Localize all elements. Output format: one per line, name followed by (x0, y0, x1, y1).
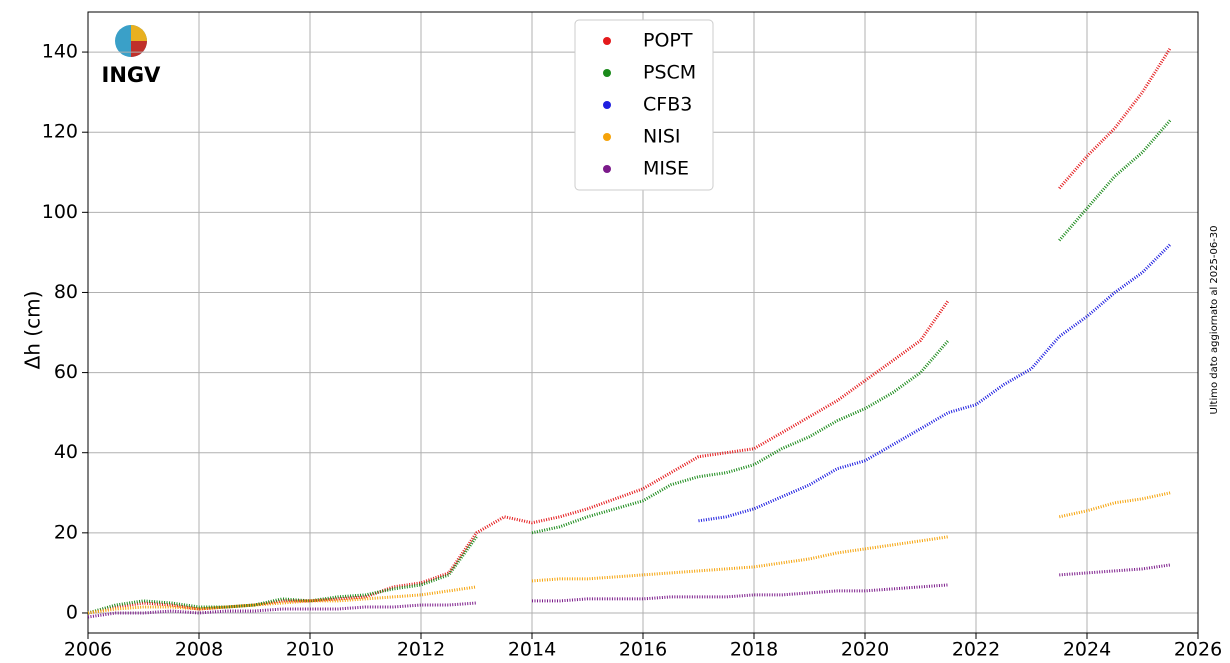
plot-frame (87, 11, 1199, 634)
legend: POPT PSCM CFB3 NISI MISE (574, 19, 714, 191)
x-tick-label: 2006 (64, 639, 112, 660)
x-tick-label: 2012 (397, 639, 445, 660)
x-tick-label: 2020 (841, 639, 889, 660)
legend-label: POPT (643, 30, 693, 52)
legend-marker (603, 37, 611, 45)
y-tick-label: 60 (54, 361, 78, 383)
x-tick-label: 2008 (175, 639, 223, 660)
legend-label: MISE (643, 158, 689, 180)
series-line (87, 119, 1172, 615)
y-axis-label: Δh (cm) (21, 291, 45, 370)
legend-label: CFB3 (643, 94, 692, 116)
y-tick-label: 140 (42, 41, 78, 63)
x-tick-label: 2024 (1063, 639, 1111, 660)
x-tick-label: 2016 (619, 639, 667, 660)
logo-segment (131, 25, 147, 41)
legend-marker (603, 165, 611, 173)
series-line (87, 491, 1171, 615)
logo-text: INGV (102, 63, 162, 87)
y-tick-label: 40 (54, 441, 78, 463)
x-tick-label: 2018 (730, 639, 778, 660)
legend-box (574, 19, 714, 191)
series-line (87, 47, 1172, 615)
y-tick-label: 0 (66, 601, 78, 623)
side-note: Ultimo dato aggiornato al 2025-06-30 (1209, 225, 1220, 414)
y-tick-label: 80 (54, 281, 78, 303)
legend-label: NISI (643, 126, 680, 148)
series-line (698, 243, 1172, 523)
legend-marker (603, 101, 611, 109)
x-tick-label: 2022 (952, 639, 1000, 660)
y-tick-label: 100 (42, 201, 78, 223)
legend-marker (603, 69, 611, 77)
series-line (87, 563, 1171, 619)
legend-marker (603, 133, 611, 141)
legend-label: PSCM (643, 62, 696, 84)
logo-segment (131, 41, 147, 57)
y-tick-label: 120 (42, 121, 78, 143)
x-tick-label: 2014 (508, 639, 556, 660)
y-tick-label: 20 (54, 521, 78, 543)
x-tick-label: 2026 (1174, 639, 1222, 660)
x-tick-label: 2010 (286, 639, 334, 660)
logo: INGV (102, 25, 162, 87)
